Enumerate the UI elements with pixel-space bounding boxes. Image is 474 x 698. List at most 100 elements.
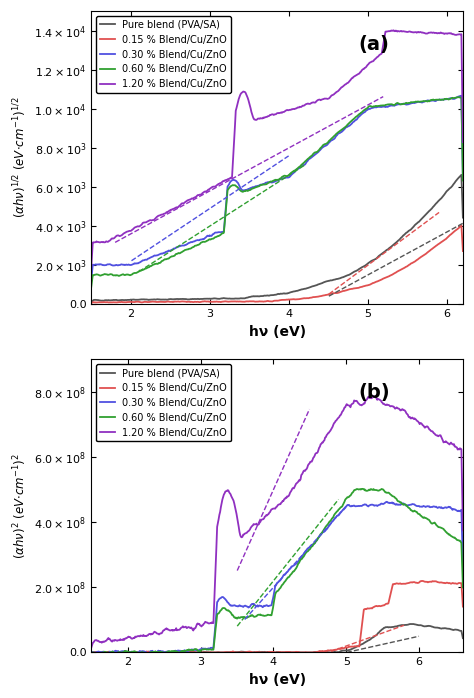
Legend: Pure blend (PVA/SA), 0.15 % Blend/Cu/ZnO, 0.30 % Blend/Cu/ZnO, 0.60 % Blend/Cu/Z: Pure blend (PVA/SA), 0.15 % Blend/Cu/ZnO…: [96, 16, 231, 94]
Text: (b): (b): [359, 383, 391, 402]
0.30 % Blend/Cu/ZnO: [453, 505, 458, 514]
1.20 % Blend/Cu/ZnO: [460, 526, 466, 535]
X-axis label: hν (eV): hν (eV): [248, 325, 306, 339]
Pure blend (PVA/SA): [100, 648, 105, 657]
1.20 % Blend/Cu/ZnO: [460, 138, 466, 147]
Line: 0.60 % Blend/Cu/ZnO: 0.60 % Blend/Cu/ZnO: [91, 97, 463, 287]
0.15 % Blend/Cu/ZnO: [290, 295, 295, 304]
0.60 % Blend/Cu/ZnO: [265, 179, 271, 188]
Line: 0.15 % Blend/Cu/ZnO: 0.15 % Blend/Cu/ZnO: [91, 225, 463, 303]
1.20 % Blend/Cu/ZnO: [452, 31, 457, 39]
0.60 % Blend/Cu/ZnO: [112, 650, 118, 658]
Pure blend (PVA/SA): [268, 648, 273, 656]
0.60 % Blend/Cu/ZnO: [310, 541, 316, 549]
0.30 % Blend/Cu/ZnO: [265, 178, 271, 186]
Line: 0.15 % Blend/Cu/ZnO: 0.15 % Blend/Cu/ZnO: [91, 581, 463, 653]
0.30 % Blend/Cu/ZnO: [451, 94, 457, 103]
Pure blend (PVA/SA): [267, 291, 273, 299]
Pure blend (PVA/SA): [290, 288, 295, 296]
0.15 % Blend/Cu/ZnO: [452, 579, 457, 588]
0.30 % Blend/Cu/ZnO: [310, 540, 316, 548]
0.60 % Blend/Cu/ZnO: [310, 151, 315, 159]
1.20 % Blend/Cu/ZnO: [89, 263, 94, 272]
0.15 % Blend/Cu/ZnO: [267, 297, 273, 306]
Pure blend (PVA/SA): [394, 622, 400, 630]
Line: 0.30 % Blend/Cu/ZnO: 0.30 % Blend/Cu/ZnO: [91, 502, 463, 653]
0.60 % Blend/Cu/ZnO: [89, 648, 94, 657]
0.60 % Blend/Cu/ZnO: [456, 93, 461, 101]
Pure blend (PVA/SA): [393, 239, 399, 247]
0.15 % Blend/Cu/ZnO: [267, 648, 273, 656]
0.30 % Blend/Cu/ZnO: [393, 101, 399, 109]
0.15 % Blend/Cu/ZnO: [265, 648, 271, 657]
0.30 % Blend/Cu/ZnO: [133, 649, 139, 658]
0.15 % Blend/Cu/ZnO: [89, 299, 94, 307]
1.20 % Blend/Cu/ZnO: [267, 508, 273, 517]
1.20 % Blend/Cu/ZnO: [371, 392, 376, 400]
Line: 0.30 % Blend/Cu/ZnO: 0.30 % Blend/Cu/ZnO: [91, 96, 463, 281]
1.20 % Blend/Cu/ZnO: [267, 111, 273, 119]
0.60 % Blend/Cu/ZnO: [290, 168, 295, 176]
0.60 % Blend/Cu/ZnO: [266, 611, 272, 619]
1.20 % Blend/Cu/ZnO: [265, 510, 271, 519]
Pure blend (PVA/SA): [89, 298, 94, 306]
Pure blend (PVA/SA): [310, 282, 315, 290]
0.15 % Blend/Cu/ZnO: [89, 648, 94, 657]
0.30 % Blend/Cu/ZnO: [290, 562, 296, 570]
0.60 % Blend/Cu/ZnO: [460, 177, 466, 185]
0.15 % Blend/Cu/ZnO: [393, 268, 399, 276]
Pure blend (PVA/SA): [290, 648, 296, 657]
Pure blend (PVA/SA): [460, 634, 466, 642]
0.15 % Blend/Cu/ZnO: [310, 293, 315, 302]
1.20 % Blend/Cu/ZnO: [452, 443, 457, 451]
0.60 % Blend/Cu/ZnO: [359, 484, 365, 493]
Pure blend (PVA/SA): [410, 620, 415, 628]
0.15 % Blend/Cu/ZnO: [460, 602, 466, 611]
0.30 % Blend/Cu/ZnO: [290, 170, 295, 178]
0.60 % Blend/Cu/ZnO: [89, 283, 94, 291]
0.15 % Blend/Cu/ZnO: [419, 577, 425, 585]
Pure blend (PVA/SA): [451, 179, 457, 188]
0.15 % Blend/Cu/ZnO: [458, 221, 464, 230]
0.60 % Blend/Cu/ZnO: [267, 177, 273, 186]
Pure blend (PVA/SA): [310, 648, 316, 657]
0.30 % Blend/Cu/ZnO: [460, 175, 466, 184]
Line: 1.20 % Blend/Cu/ZnO: 1.20 % Blend/Cu/ZnO: [91, 396, 463, 648]
1.20 % Blend/Cu/ZnO: [290, 105, 295, 114]
0.15 % Blend/Cu/ZnO: [310, 648, 315, 657]
Pure blend (PVA/SA): [266, 648, 272, 656]
0.15 % Blend/Cu/ZnO: [393, 579, 399, 588]
1.20 % Blend/Cu/ZnO: [290, 484, 295, 493]
0.30 % Blend/Cu/ZnO: [458, 91, 464, 100]
0.30 % Blend/Cu/ZnO: [267, 178, 273, 186]
0.30 % Blend/Cu/ZnO: [394, 500, 400, 509]
0.30 % Blend/Cu/ZnO: [89, 648, 94, 656]
0.15 % Blend/Cu/ZnO: [290, 648, 295, 657]
0.30 % Blend/Cu/ZnO: [310, 152, 315, 161]
Line: 1.20 % Blend/Cu/ZnO: 1.20 % Blend/Cu/ZnO: [91, 30, 463, 267]
0.30 % Blend/Cu/ZnO: [89, 276, 94, 285]
0.15 % Blend/Cu/ZnO: [265, 297, 271, 305]
0.60 % Blend/Cu/ZnO: [394, 496, 400, 505]
1.20 % Blend/Cu/ZnO: [310, 98, 315, 107]
1.20 % Blend/Cu/ZnO: [394, 403, 400, 412]
0.60 % Blend/Cu/ZnO: [451, 94, 457, 102]
0.60 % Blend/Cu/ZnO: [453, 534, 458, 542]
Legend: Pure blend (PVA/SA), 0.15 % Blend/Cu/ZnO, 0.30 % Blend/Cu/ZnO, 0.60 % Blend/Cu/Z: Pure blend (PVA/SA), 0.15 % Blend/Cu/ZnO…: [96, 364, 231, 442]
1.20 % Blend/Cu/ZnO: [394, 27, 400, 36]
0.60 % Blend/Cu/ZnO: [268, 611, 273, 619]
Y-axis label: $(\alpha h\nu)^{1/2}\ (eV{\cdot}cm^{-1})^{1/2}$: $(\alpha h\nu)^{1/2}\ (eV{\cdot}cm^{-1})…: [11, 97, 29, 218]
0.60 % Blend/Cu/ZnO: [290, 567, 296, 576]
0.60 % Blend/Cu/ZnO: [393, 100, 399, 108]
0.30 % Blend/Cu/ZnO: [460, 562, 466, 570]
Pure blend (PVA/SA): [265, 291, 271, 299]
0.30 % Blend/Cu/ZnO: [384, 498, 390, 506]
0.60 % Blend/Cu/ZnO: [460, 584, 466, 592]
Line: Pure blend (PVA/SA): Pure blend (PVA/SA): [91, 624, 463, 653]
Line: 0.60 % Blend/Cu/ZnO: 0.60 % Blend/Cu/ZnO: [91, 489, 463, 654]
0.15 % Blend/Cu/ZnO: [460, 247, 466, 255]
1.20 % Blend/Cu/ZnO: [265, 112, 271, 121]
Text: (a): (a): [359, 35, 390, 54]
Y-axis label: $(\alpha h\nu)^{2}\ (eV{\cdot}cm^{-1})^{2}$: $(\alpha h\nu)^{2}\ (eV{\cdot}cm^{-1})^{…: [11, 453, 29, 559]
1.20 % Blend/Cu/ZnO: [89, 644, 94, 652]
